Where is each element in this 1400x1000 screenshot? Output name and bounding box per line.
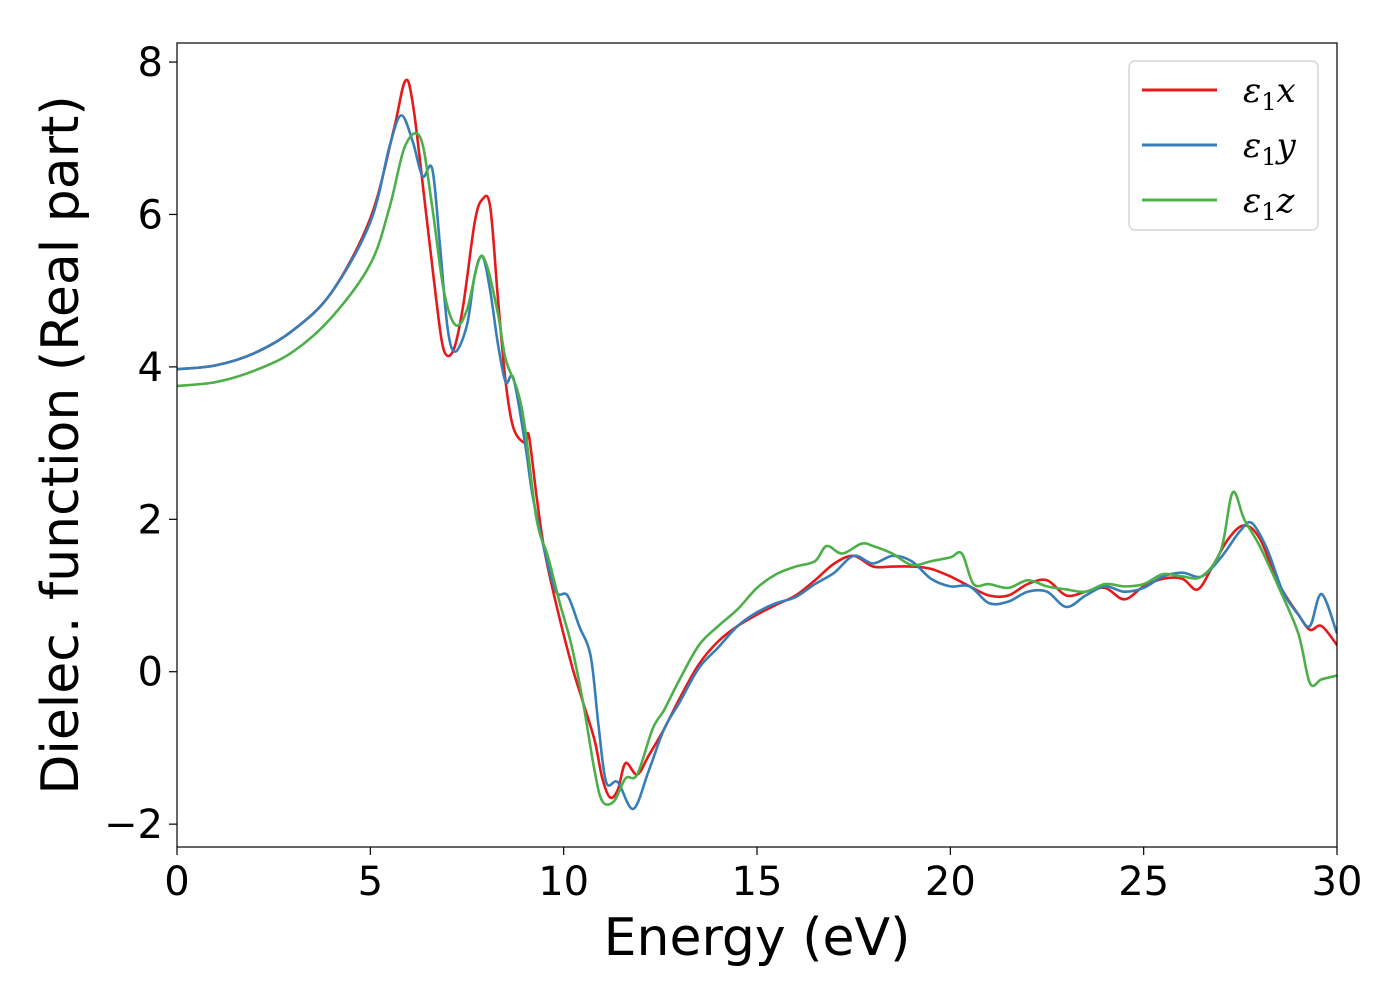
- series-layer: [177, 78, 1337, 811]
- x-axis-label: Energy (eV): [604, 908, 911, 968]
- y-tick-label: 4: [138, 345, 163, 391]
- legend-subscript: 1: [1261, 88, 1276, 116]
- y-tick-label: 0: [138, 650, 163, 696]
- x-tick-label: 30: [1312, 859, 1363, 905]
- legend-box: [1128, 60, 1319, 231]
- series-line-x: [177, 78, 1337, 800]
- legend-component: z: [1276, 181, 1296, 221]
- x-tick-label: 0: [164, 859, 189, 905]
- legend-symbol: ε: [1243, 71, 1261, 111]
- y-tick-label: −2: [104, 802, 163, 848]
- y-tick-label: 8: [138, 40, 163, 86]
- legend-subscript: 1: [1261, 143, 1276, 171]
- legend-symbol: ε: [1243, 126, 1261, 166]
- legend-label-z: ε1z: [1243, 181, 1296, 226]
- series-line-z: [177, 131, 1337, 806]
- x-tick-label: 10: [538, 859, 589, 905]
- legend-label-y: ε1y: [1243, 126, 1297, 171]
- y-axis-label: Dielec. function (Real part): [31, 95, 91, 794]
- x-tick-label: 15: [732, 859, 783, 905]
- x-tick-label: 5: [358, 859, 383, 905]
- legend-component: x: [1277, 71, 1296, 111]
- legend-subscript: 1: [1261, 198, 1276, 226]
- y-tick-label: 6: [138, 192, 163, 238]
- legend-component: y: [1275, 126, 1297, 166]
- x-tick-label: 20: [925, 859, 976, 905]
- legend-label-x: ε1x: [1243, 71, 1296, 116]
- y-tick-label: 2: [138, 497, 163, 543]
- x-tick-label: 25: [1118, 859, 1169, 905]
- legend-symbol: ε: [1243, 181, 1261, 221]
